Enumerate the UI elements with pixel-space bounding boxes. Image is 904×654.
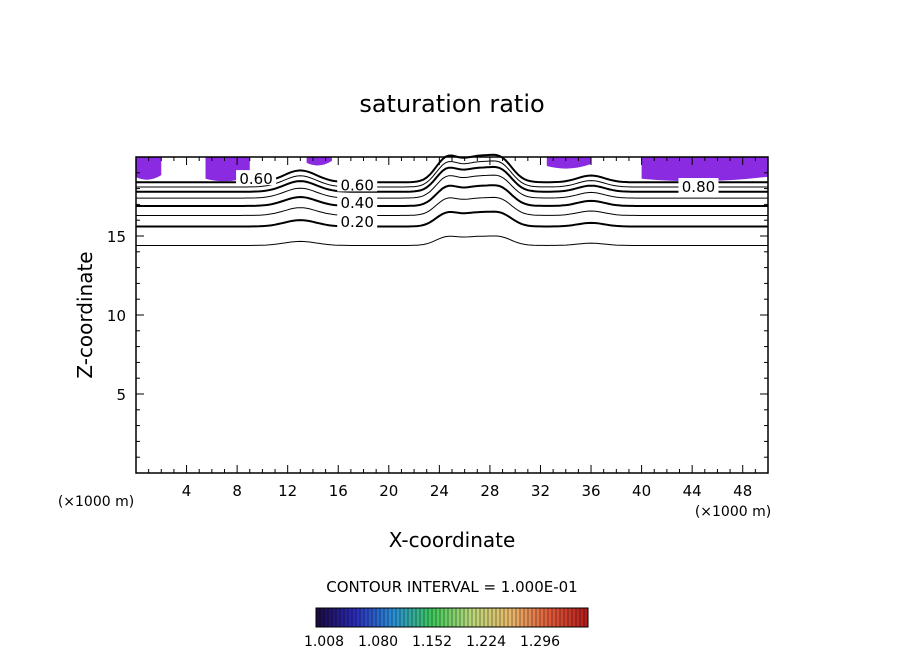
x-tick-label: 28 [480,482,499,500]
x-tick-label: 32 [531,482,550,500]
plot-frame [135,156,769,474]
x-tick-label: 20 [379,482,398,500]
colorbar-tick-label: 1.152 [412,634,452,650]
colorbar-tick-label: 1.224 [466,634,506,650]
x-tick-label: 8 [232,482,242,500]
x-axis-ticks: 4 8 12 16 20 24 28 32 36 40 44 48 [135,157,769,500]
contour-interval-label: CONTOUR INTERVAL = 1.000E-01 [326,578,577,596]
contour-label-1: 0.40 [340,194,373,212]
x-axis-unit-right: (×1000 m) [695,504,771,520]
contour-line-0.2 [136,210,768,228]
contour-label-bg-4 [678,178,719,194]
contour-label-bg-2 [337,176,378,192]
x-tick-label: 16 [329,482,348,500]
chart-title: saturation ratio [359,90,544,118]
y-tick-label: 10 [107,307,126,325]
contour-label-2: 0.60 [340,176,373,194]
contour-label-bg-1 [337,193,378,209]
y-axis-ticks: 5 10 15 [107,156,768,474]
contour-label-3: 0.60 [239,170,272,188]
supersaturated-region-3 [546,157,592,169]
x-tick-label: 48 [733,482,752,500]
contour-label-layer: 0.200.400.600.60 0.80 [236,170,719,231]
x-tick-label: 24 [430,482,449,500]
contour-line-0.7 [136,160,768,188]
contour-line-0.1 [136,235,768,247]
x-axis-title: X-coordinate [389,528,516,552]
y-tick-label: 5 [116,386,126,404]
colorbar-tick-label: 1.296 [520,634,560,650]
x-tick-label: 44 [683,482,702,500]
contour-label-bg-3 [236,170,277,186]
x-tick-label: 4 [182,482,192,500]
supersaturated-region-2 [306,157,332,166]
contour-label-bg-0 [337,212,378,228]
x-tick-label: 36 [581,482,600,500]
contour-line-0.4 [136,184,768,207]
x-tick-label: 40 [632,482,651,500]
supersaturated-region-0 [136,157,162,180]
x-axis-unit-left: (×1000 m) [58,494,134,510]
y-tick-label: 15 [107,228,126,246]
contour-label-4: 0.80 [682,178,715,196]
contour-line-layer [136,153,768,247]
supersaturated-region-4 [641,157,768,182]
x-tick-label: 12 [278,482,297,500]
colorbar-tick-labels: 1.008 1.080 1.152 1.224 1.296 [304,634,560,650]
colorbar-tick-label: 1.080 [358,634,398,650]
contour-line-0.3 [136,196,768,216]
y-axis-title: Z-coordinate [73,251,97,378]
contour-label-0: 0.20 [340,213,373,231]
colorbar-tick-label: 1.008 [304,634,344,650]
contour-line-0.5 [136,174,768,199]
colorbar-stripes [319,608,585,627]
contour-line-0.6 [136,165,768,193]
